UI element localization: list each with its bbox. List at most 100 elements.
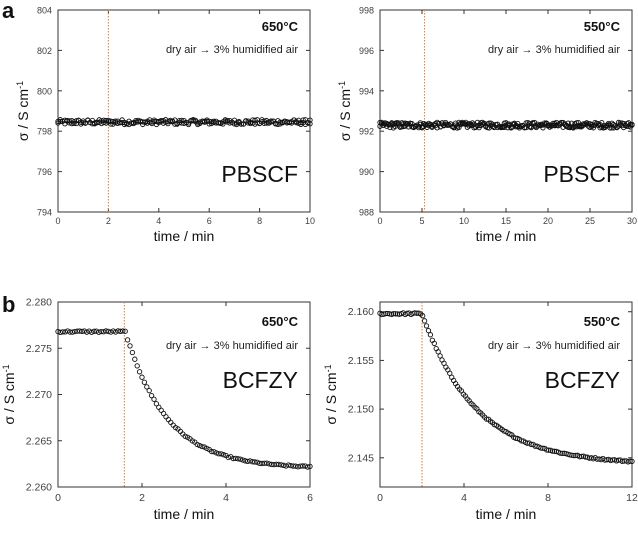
- data-point: [218, 451, 224, 457]
- data-point: [276, 461, 282, 468]
- data-point: [290, 463, 296, 469]
- data-point: [577, 454, 583, 460]
- data-point: [266, 461, 272, 467]
- y-axis-label-exponent: -1: [1, 364, 11, 372]
- atmosphere-change-label: dry air → 3% humidified air: [488, 44, 620, 56]
- data-point: [264, 460, 270, 466]
- x-tick-label: 0: [55, 216, 60, 226]
- panel-letter-b: b: [2, 292, 15, 317]
- x-tick-label: 8: [545, 492, 551, 504]
- data-point: [60, 329, 66, 335]
- data-point: [544, 447, 550, 453]
- data-point: [586, 455, 593, 461]
- chart-2: 0 2 4 6 2.260 2.265 2.270 2.275 2.280 time / min σ…: [1, 297, 313, 523]
- y-tick-label: 800: [37, 86, 52, 96]
- data-point: [607, 125, 613, 131]
- data-point: [139, 374, 145, 380]
- x-tick-label: 6: [207, 216, 212, 226]
- x-tick-label: 6: [307, 492, 313, 504]
- y-tick-label: 990: [359, 167, 374, 177]
- x-tick-label: 20: [543, 216, 553, 226]
- y-tick-label: 2.145: [348, 452, 374, 464]
- data-point: [304, 464, 311, 470]
- data-point: [286, 119, 293, 126]
- y-tick-label: 2.270: [26, 389, 52, 401]
- data-point: [144, 384, 150, 390]
- data-point: [105, 117, 112, 124]
- data-point: [423, 323, 430, 329]
- data-point: [421, 318, 428, 324]
- data-point: [163, 414, 169, 420]
- data-point: [124, 337, 131, 343]
- x-tick-label: 4: [156, 216, 161, 226]
- y-axis-label: σ / S cm-1: [337, 81, 353, 141]
- y-tick-label: 2.265: [26, 435, 52, 447]
- data-point: [88, 329, 95, 335]
- data-point: [98, 328, 104, 335]
- data-point: [538, 445, 544, 451]
- data-point: [571, 452, 577, 459]
- y-tick-label: 2.275: [26, 343, 52, 355]
- data-point: [300, 117, 306, 123]
- data-point: [165, 416, 172, 423]
- data-point: [69, 329, 76, 335]
- y-tick-label: 992: [359, 127, 374, 137]
- data-point: [483, 416, 490, 422]
- data-point: [240, 457, 246, 463]
- data-point: [91, 328, 97, 334]
- data-point: [390, 310, 397, 317]
- data-point: [199, 443, 205, 450]
- x-tick-label: 5: [419, 216, 424, 226]
- data-point: [172, 121, 178, 127]
- data-point: [252, 459, 258, 465]
- x-tick-label: 2: [139, 492, 145, 504]
- y-tick-label: 2.260: [26, 482, 52, 494]
- data-point: [307, 121, 313, 127]
- x-tick-label: 25: [585, 216, 595, 226]
- data-point: [590, 125, 597, 131]
- data-point: [427, 332, 434, 338]
- data-point: [103, 328, 109, 334]
- y-tick-label: 794: [37, 208, 52, 218]
- x-tick-label: 2: [106, 216, 111, 226]
- material-label: PBSCF: [543, 161, 620, 187]
- data-point: [146, 387, 152, 394]
- y-axis-label: σ / S cm-1: [1, 364, 17, 424]
- data-point: [153, 401, 160, 407]
- data-point: [141, 379, 148, 385]
- data-point: [220, 452, 227, 458]
- data-point: [64, 328, 71, 334]
- x-tick-label: 0: [377, 492, 383, 504]
- data-point: [194, 441, 200, 448]
- y-tick-label: 802: [37, 46, 52, 56]
- data-point: [394, 311, 401, 317]
- data-point: [247, 458, 253, 464]
- data-point: [67, 329, 73, 335]
- x-tick-label: 15: [501, 216, 511, 226]
- chart-0: 0 2 4 6 8 10 794 796 798 800 802 804 time / min σ / S…: [15, 6, 315, 245]
- y-axis-label-exponent: -1: [323, 364, 333, 372]
- data-point: [213, 450, 220, 456]
- y-axis-label-exponent: -1: [15, 81, 25, 89]
- temperature-label: 550°C: [584, 19, 621, 34]
- y-tick-label: 796: [37, 167, 52, 177]
- y-tick-label: 998: [359, 6, 374, 16]
- data-point: [148, 393, 155, 399]
- y-axis-label: σ / S cm-1: [323, 364, 339, 424]
- data-point: [232, 455, 239, 462]
- data-series: [377, 310, 635, 465]
- x-axis-label: time / min: [154, 506, 215, 522]
- x-axis-label: time / min: [154, 228, 215, 244]
- atmosphere-change-label: dry air → 3% humidified air: [488, 340, 620, 352]
- data-point: [122, 328, 128, 334]
- data-point: [80, 120, 86, 126]
- data-point: [235, 456, 241, 462]
- atmosphere-change-label: dry air → 3% humidified air: [166, 340, 298, 352]
- data-point: [73, 118, 79, 124]
- y-axis-label-exponent: -1: [337, 81, 347, 89]
- data-point: [383, 310, 389, 317]
- y-tick-label: 2.155: [348, 355, 374, 367]
- data-point: [136, 369, 143, 375]
- data-point: [412, 310, 418, 316]
